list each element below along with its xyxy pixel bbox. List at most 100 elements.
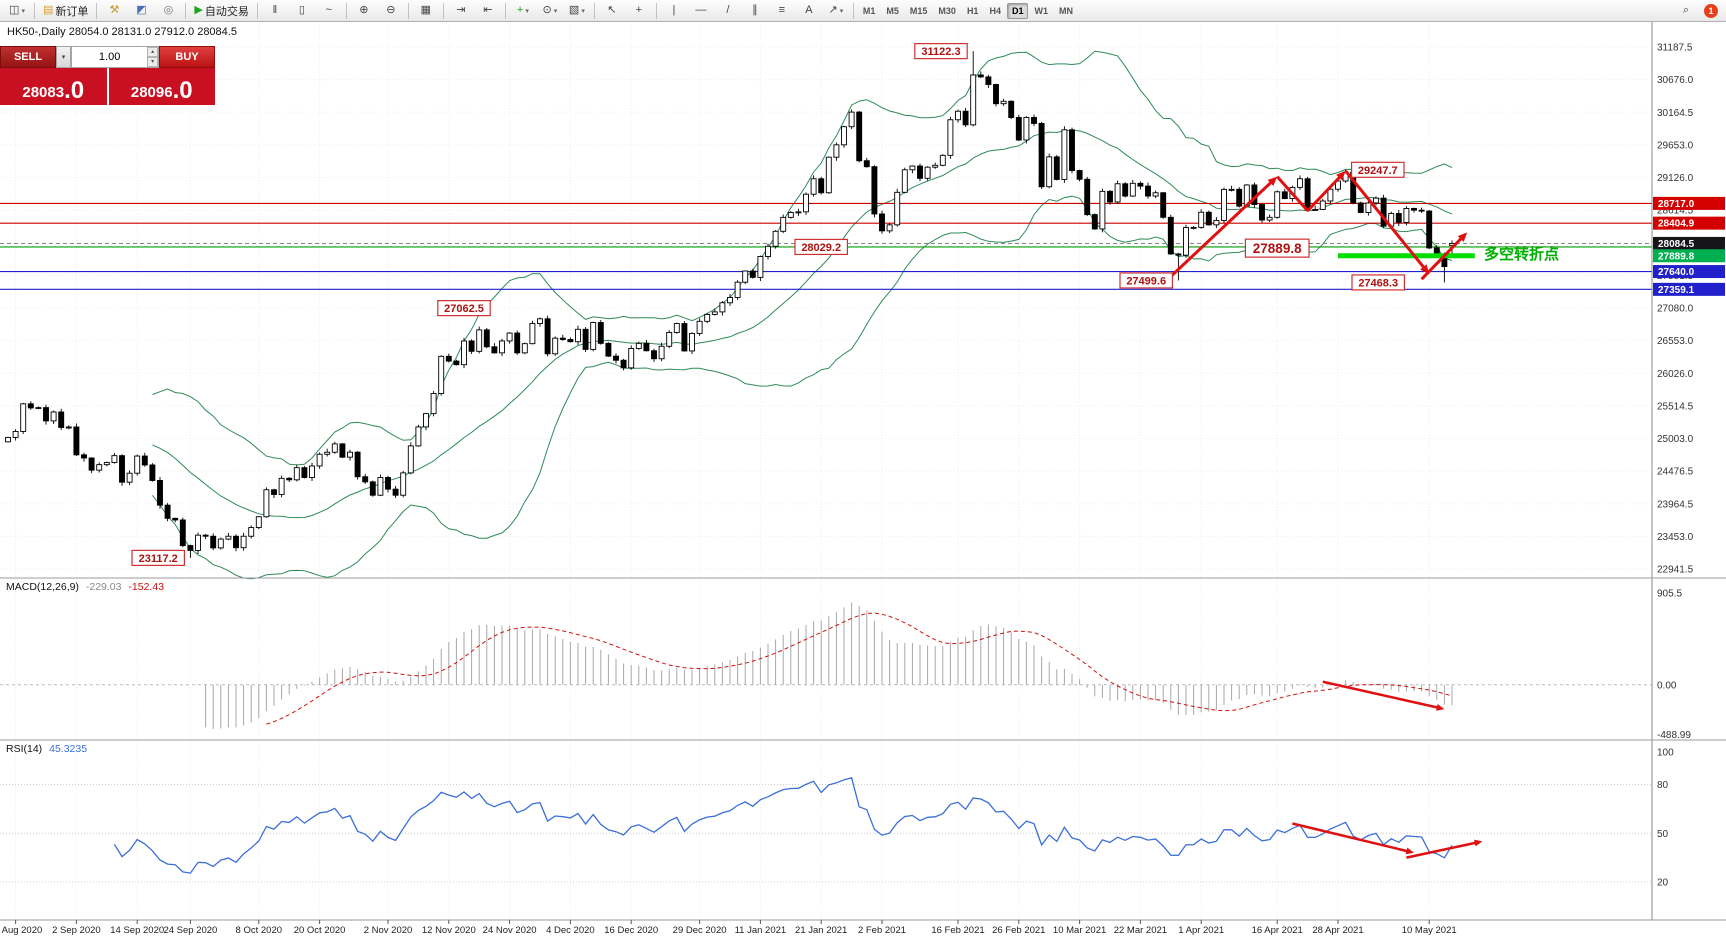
- toolbar-templates-button[interactable]: ▧ ▾: [564, 1, 590, 21]
- trendline-icon: /: [726, 4, 730, 16]
- svg-text:29 Dec 2020: 29 Dec 2020: [673, 925, 727, 936]
- toolbar-tile-windows-button[interactable]: ▦: [413, 1, 439, 21]
- toolbar-separator: [96, 2, 98, 19]
- toolbar-new-order-button[interactable]: ▤ 新订单: [39, 1, 92, 21]
- timeframe-m5-button[interactable]: M5: [886, 5, 899, 16]
- svg-text:30164.5: 30164.5: [1657, 108, 1694, 119]
- timeframe-h1-button[interactable]: H1: [966, 5, 979, 16]
- candlesticks: [5, 51, 1455, 558]
- svg-text:22 Mar 2021: 22 Mar 2021: [1114, 925, 1167, 936]
- svg-text:16 Dec 2020: 16 Dec 2020: [604, 925, 658, 936]
- svg-text:1 Apr 2021: 1 Apr 2021: [1178, 925, 1224, 936]
- svg-text:27889.8: 27889.8: [1253, 241, 1302, 256]
- toolbar-metaeditor-button[interactable]: ⚒: [101, 1, 127, 21]
- toolbar-text-label-button[interactable]: A: [796, 1, 822, 21]
- rsi-value: 45.3235: [49, 743, 88, 755]
- buy-button[interactable]: BUY: [159, 46, 215, 68]
- order-options-dropdown[interactable]: ▾: [56, 46, 71, 68]
- timeframe-h4-button[interactable]: H4: [989, 5, 1001, 16]
- toolbar-separator: [504, 2, 506, 19]
- search-icon: ⌕: [1682, 4, 1690, 16]
- svg-text:24476.5: 24476.5: [1657, 467, 1694, 478]
- svg-text:16 Apr 2021: 16 Apr 2021: [1252, 925, 1303, 936]
- rsi-indicator-label: RSI(14) 45.3235: [6, 743, 87, 755]
- toolbar-horizontal-line-button[interactable]: —: [688, 1, 714, 21]
- notification-badge[interactable]: 1: [1704, 3, 1718, 18]
- toolbar-zoom-in-button[interactable]: ⊕: [351, 1, 377, 21]
- chart-bars-icon: ‖: [272, 4, 278, 16]
- search-button[interactable]: ⌕: [1673, 1, 1699, 21]
- timeframe-w1-button[interactable]: W1: [1034, 5, 1048, 16]
- toolbar-cursor-button[interactable]: ↖: [599, 1, 625, 21]
- toolbar-arrows-shapes-button[interactable]: ↗ ▾: [823, 1, 849, 21]
- svg-text:12 Nov 2020: 12 Nov 2020: [422, 925, 476, 936]
- toolbar-profiles-button[interactable]: ◩: [128, 1, 154, 21]
- svg-text:100: 100: [1657, 748, 1674, 759]
- svg-text:28084.5: 28084.5: [1658, 239, 1695, 250]
- toolbar-market-watch-button[interactable]: ◎: [155, 1, 181, 21]
- buy-price[interactable]: 28096.0: [108, 68, 215, 105]
- toolbar-separator: [345, 2, 347, 19]
- timeframe-m1-button[interactable]: M1: [862, 5, 876, 16]
- chevron-down-icon: ▾: [553, 7, 558, 15]
- volume-control: ▴ ▾: [71, 46, 159, 68]
- toolbar-separator: [185, 2, 187, 19]
- rsi-pane: [0, 776, 1652, 883]
- sell-button[interactable]: SELL: [0, 46, 56, 68]
- toolbar-chart-candles-button[interactable]: ▯: [289, 1, 315, 21]
- pane-separators[interactable]: [0, 577, 1726, 921]
- rsi-name: RSI(14): [6, 743, 43, 755]
- toolbar-vertical-line-button[interactable]: |: [661, 1, 687, 21]
- svg-text:29126.0: 29126.0: [1657, 173, 1694, 184]
- toolbar-equidistant-channel-button[interactable]: ∥: [742, 1, 768, 21]
- svg-text:23453.0: 23453.0: [1657, 532, 1694, 543]
- chart-candles-icon: ▯: [298, 4, 305, 16]
- svg-text:2 Sep 2020: 2 Sep 2020: [52, 925, 101, 936]
- turning-point-note: 多空转折点: [1484, 246, 1560, 263]
- trade-controls-row: SELL ▾ ▴ ▾ BUY: [0, 46, 215, 68]
- volume-increase-button[interactable]: ▴: [147, 47, 158, 57]
- chart-symbol-ohlc: HK50-,Daily 28054.0 28131.0 27912.0 2808…: [7, 26, 237, 38]
- toolbar-indicators-add-button[interactable]: + ▾: [510, 1, 536, 21]
- toolbar-crosshair-button[interactable]: +: [626, 1, 652, 21]
- toolbar-trendline-button[interactable]: /: [715, 1, 741, 21]
- svg-text:16 Feb 2021: 16 Feb 2021: [931, 925, 984, 936]
- svg-text:26026.0: 26026.0: [1657, 369, 1694, 380]
- sell-price[interactable]: 28083.0: [0, 68, 107, 105]
- svg-text:25003.0: 25003.0: [1657, 434, 1694, 445]
- main-toolbar: ◫ ▾ ▤ 新订单 ⚒ ◩ ◎ ▶ 自动交易 ‖ ▯ ~ ⊕ ⊖ ▦ ⇥ ⇤ + ▾ ⊙ ▾ ▧ ▾ ↖ + | — / ∥ ≡ A ↗ ▾ M1…: [0, 0, 1726, 22]
- chevron-down-icon: ▾: [839, 7, 844, 15]
- timeframe-m30-button[interactable]: M30: [938, 5, 956, 16]
- svg-text:24 Nov 2020: 24 Nov 2020: [483, 925, 537, 936]
- svg-text:23117.2: 23117.2: [139, 553, 178, 565]
- timeframe-m15-button[interactable]: M15: [909, 5, 928, 16]
- cursor-icon: ↖: [607, 4, 617, 16]
- timeframe-mn-button[interactable]: MN: [1058, 5, 1073, 16]
- timeframe-d1-button[interactable]: D1: [1006, 2, 1029, 19]
- volume-decrease-button[interactable]: ▾: [147, 57, 158, 67]
- vertical-line-icon: |: [672, 4, 676, 16]
- equidistant-channel-icon: ∥: [752, 4, 758, 16]
- toolbar-chart-selector-button[interactable]: ◫ ▾: [4, 1, 30, 21]
- chart-objects[interactable]: 31122.3 29247.7 28029.2 27889.8 27499.6 27468…: [131, 43, 1475, 566]
- svg-text:20: 20: [1657, 878, 1669, 889]
- toolbar-chart-bars-button[interactable]: ‖: [262, 1, 288, 21]
- price-axis[interactable]: 31187.5 30676.0 30164.5 29653.0 29126.0 28614…: [1651, 22, 1726, 920]
- volume-input[interactable]: [72, 47, 148, 67]
- toolbar-periods-button[interactable]: ⊙ ▾: [537, 1, 563, 21]
- toolbar-fibonacci-button[interactable]: ≡: [769, 1, 795, 21]
- svg-text:29247.7: 29247.7: [1358, 165, 1398, 177]
- zoom-out-icon: ⊖: [386, 4, 396, 16]
- toolbar-zoom-out-button[interactable]: ⊖: [378, 1, 404, 21]
- svg-text:10 Mar 2021: 10 Mar 2021: [1053, 925, 1106, 936]
- toolbar-auto-scroll-button[interactable]: ⇥: [448, 1, 474, 21]
- volume-spinner: ▴ ▾: [147, 47, 158, 67]
- toolbar-chart-line-button[interactable]: ~: [316, 1, 342, 21]
- svg-text:27080.0: 27080.0: [1657, 304, 1694, 315]
- chevron-down-icon: ▾: [525, 7, 529, 15]
- svg-text:29653.0: 29653.0: [1657, 140, 1694, 151]
- toolbar-autotrading-button[interactable]: ▶ 自动交易: [190, 1, 252, 21]
- toolbar-chart-shift-button[interactable]: ⇤: [475, 1, 501, 21]
